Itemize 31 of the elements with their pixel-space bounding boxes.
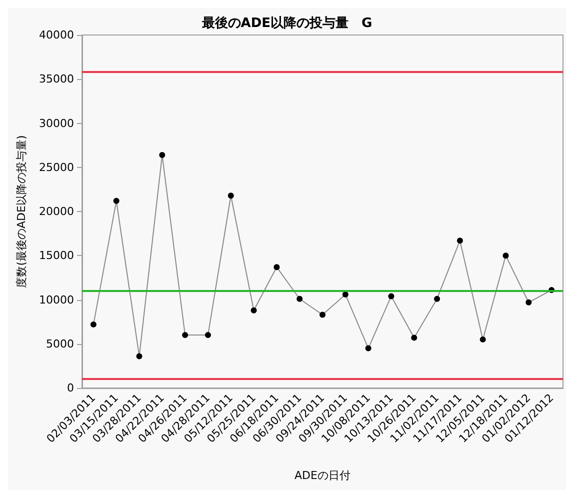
point <box>228 192 234 199</box>
y-tick-label: 20000 <box>39 205 74 218</box>
x-axis-title: ADEの日付 <box>294 469 350 482</box>
point <box>90 321 96 328</box>
point <box>480 336 486 342</box>
y-tick-label: 25000 <box>39 160 74 174</box>
y-tick-label: 10000 <box>39 293 74 306</box>
point <box>182 332 188 338</box>
point <box>411 334 418 341</box>
y-axis-title: 度数(最後のADE以降の投与量) <box>15 135 28 288</box>
y-tick-label: 0 <box>67 382 74 394</box>
y-tick-label: 5000 <box>46 337 74 350</box>
point <box>136 353 142 360</box>
point <box>296 296 303 302</box>
point <box>526 299 532 306</box>
y-tick-label: 40000 <box>39 28 74 42</box>
point <box>320 312 326 318</box>
point <box>159 152 166 158</box>
point <box>365 345 372 352</box>
point <box>250 307 257 314</box>
point <box>502 252 509 259</box>
chart-title: 最後のADE以降の投与量 G <box>200 15 372 31</box>
y-tick-label: 30000 <box>39 116 74 130</box>
point <box>204 332 211 338</box>
point <box>434 296 440 302</box>
point <box>113 198 120 204</box>
point <box>456 238 463 244</box>
y-tick-label: 35000 <box>39 72 74 86</box>
point <box>274 264 280 270</box>
point <box>388 293 394 300</box>
y-tick-label: 15000 <box>39 249 74 262</box>
